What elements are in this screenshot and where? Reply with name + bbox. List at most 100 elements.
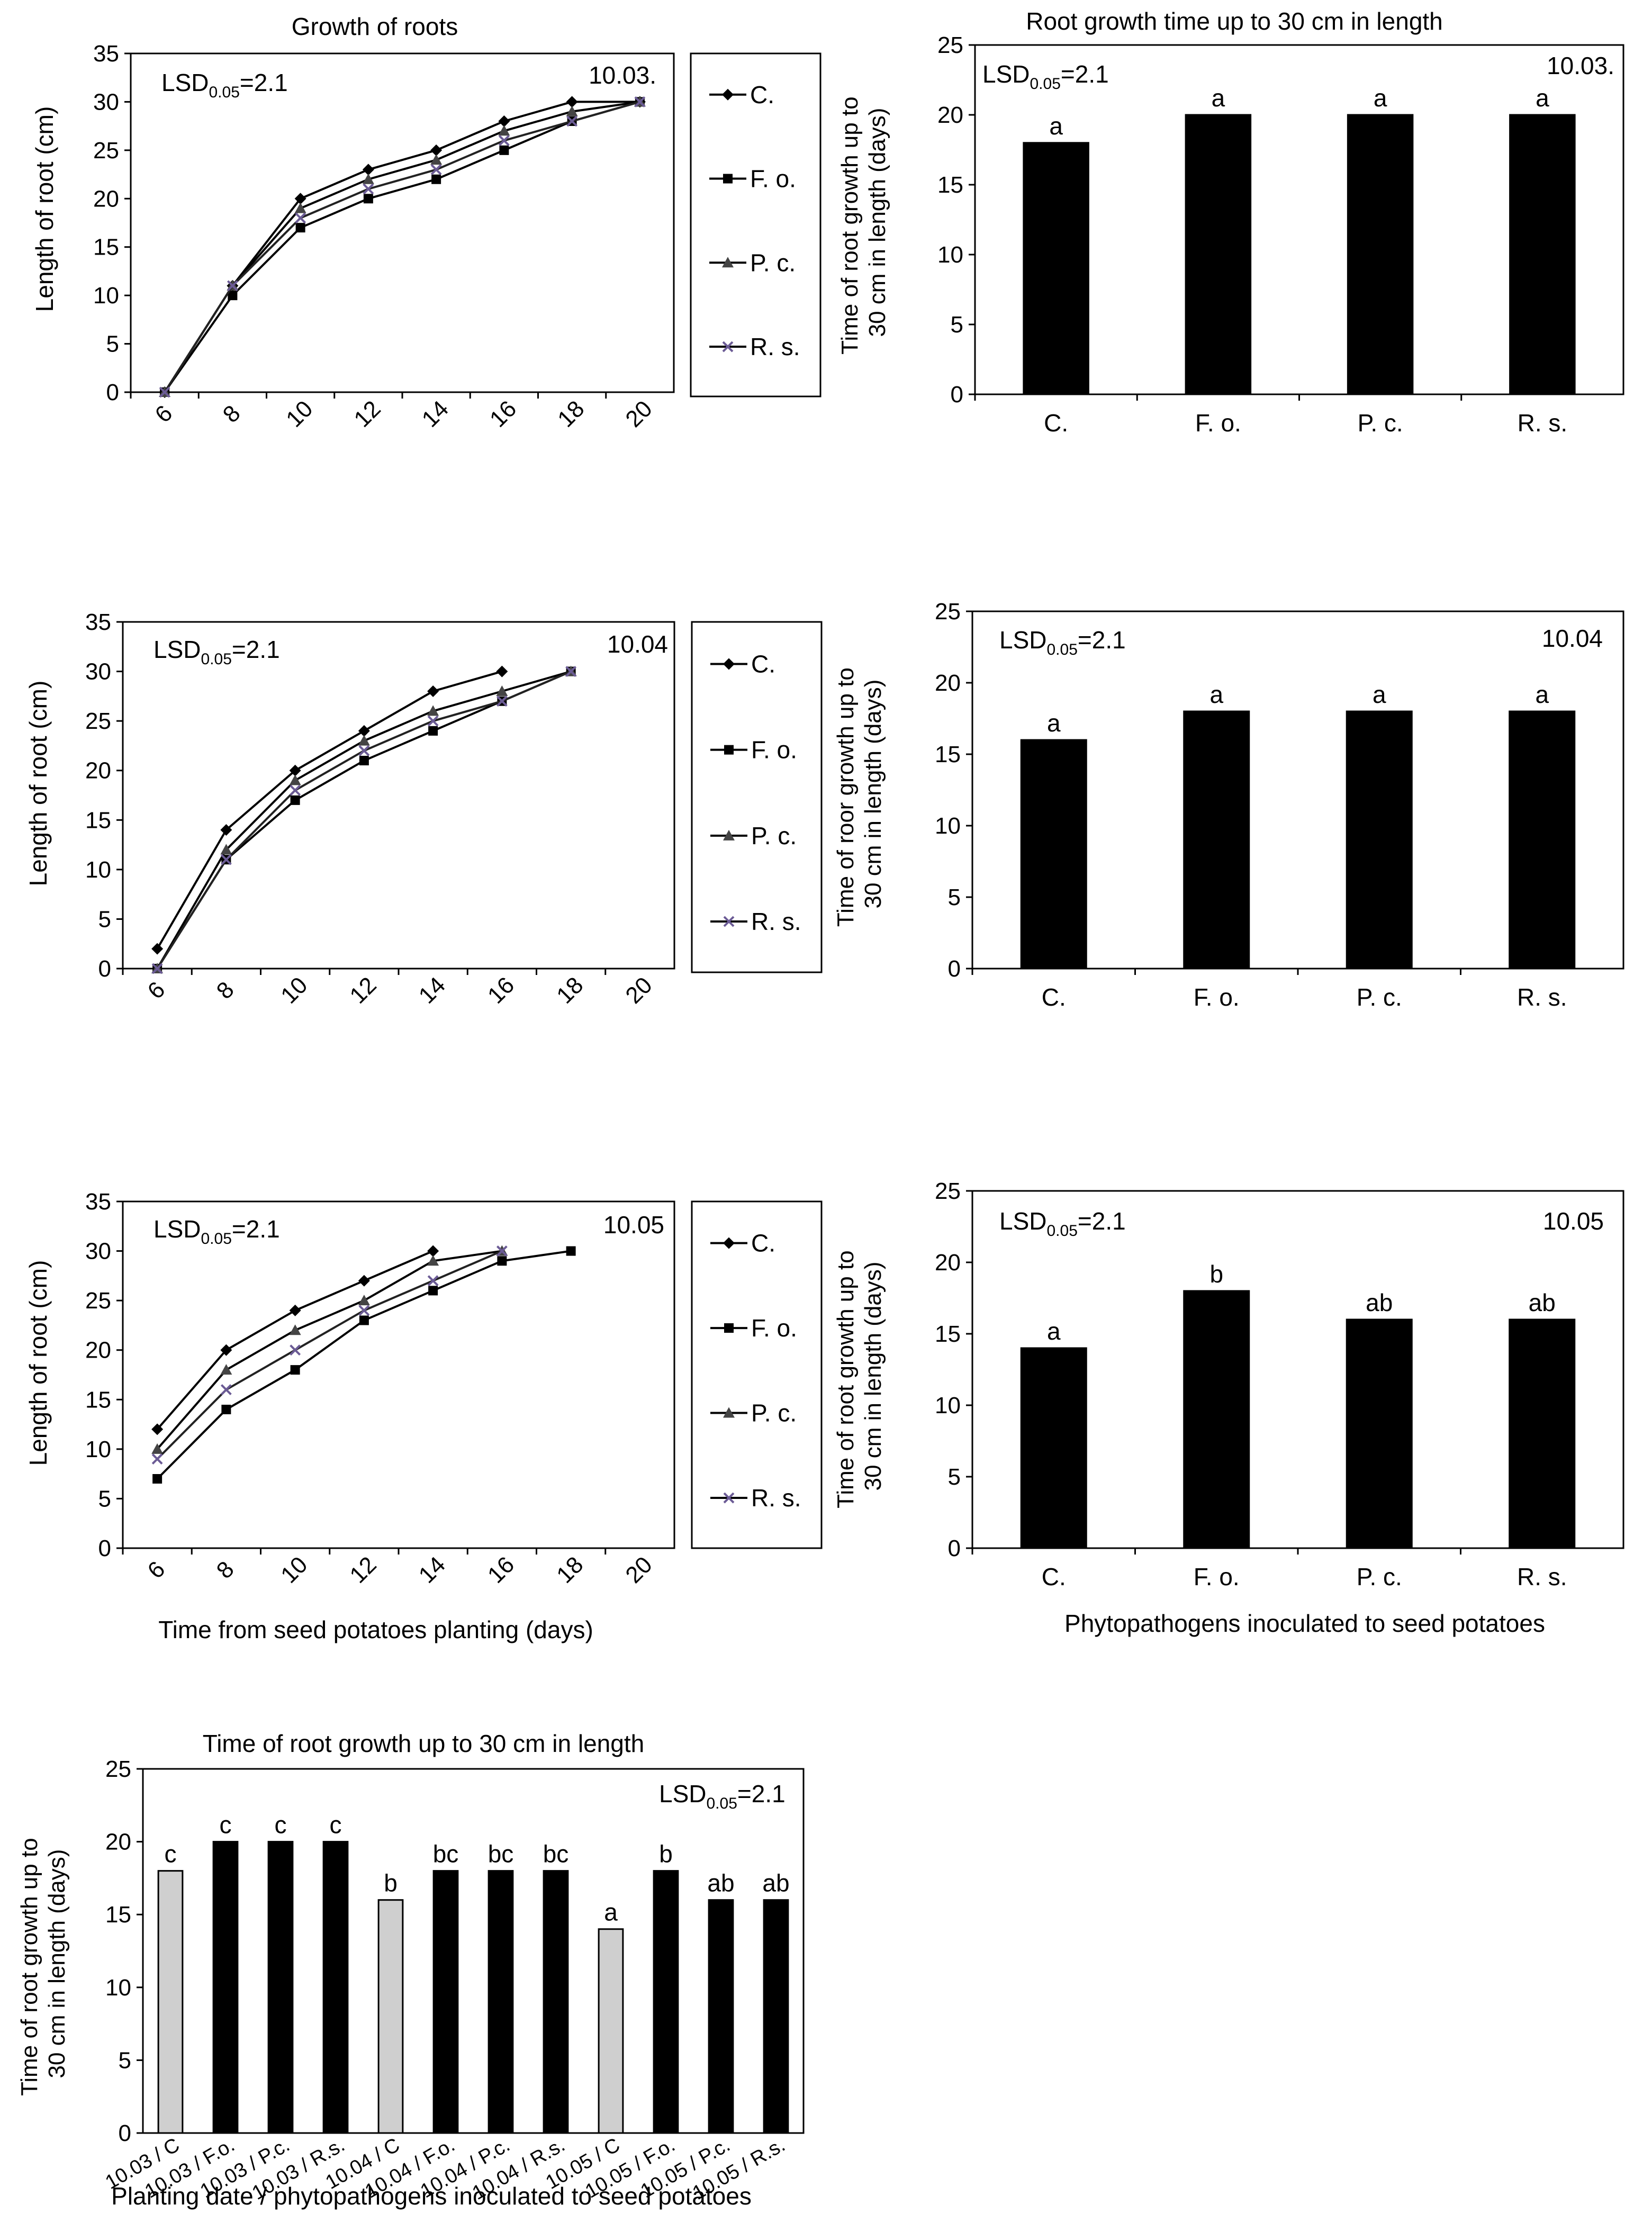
line-chart-1005-xtick-label: 14 xyxy=(414,1552,450,1588)
line-chart-1004-xtick-label: 6 xyxy=(142,977,170,1004)
line-chart-1003-ytick-label: 25 xyxy=(93,138,119,164)
bar-chart-1003-ytick-label: 5 xyxy=(951,312,963,338)
line-chart-1004-point xyxy=(220,824,232,836)
line-chart-1004-annotation: 10.04 xyxy=(607,630,668,658)
line-chart-1003-point xyxy=(498,125,510,136)
bar-chart-1005-xtick-label: P. c. xyxy=(1357,1563,1402,1591)
bar-chart-1004: Time of roor growth up to 30 cm in lengt… xyxy=(833,599,1624,1011)
lsd-prefix: LSD xyxy=(999,1207,1046,1235)
line-chart-1003-point xyxy=(294,202,306,213)
bar-chart-all-bar xyxy=(322,1841,349,2134)
line-chart-1004-point xyxy=(358,745,370,756)
bar-chart-all-ylabel-line1: Time of root growth up to xyxy=(16,1838,42,2095)
bar-chart-1005-y-ticks: 0 5 10 15 20 25 xyxy=(935,1178,972,1561)
lsd-sub: 0.05 xyxy=(1046,1222,1077,1240)
bar-chart-1003-bar-letter: a xyxy=(1212,84,1225,112)
lsd-suffix: =2.1 xyxy=(737,1780,786,1808)
line-chart-1005-xtick-label: 10 xyxy=(276,1552,312,1588)
bar-chart-1004-bars: a a a a xyxy=(1020,681,1576,970)
line-chart-1004-xtick-label: 8 xyxy=(212,977,239,1004)
line-chart-1003-lsd: LSD0.05=2.1 xyxy=(161,69,288,101)
line-chart-1003-point xyxy=(431,174,441,184)
line-chart-1005-ytick-label: 35 xyxy=(85,1189,111,1215)
line-chart-1004-y-ticks: 0 5 10 15 20 25 30 35 xyxy=(85,609,123,982)
line-chart-1005-point xyxy=(221,1405,231,1414)
bar-chart-1005-bar-letter: a xyxy=(1047,1317,1061,1345)
bar-chart-1005-annotation: 10.05 xyxy=(1543,1207,1604,1235)
line-chart-1004-ytick-label: 25 xyxy=(85,708,111,734)
line-chart-1004-legend-marker xyxy=(723,916,735,927)
bar-chart-all-plot-area xyxy=(142,1768,805,2134)
lsd-sub: 0.05 xyxy=(201,1230,231,1248)
line-chart-1005-xtick-label: 16 xyxy=(483,1552,519,1588)
bar-chart-all-bar-letter: c xyxy=(165,1840,177,1868)
bar-chart-all-xlabel: Planting date / phytopathogens inoculate… xyxy=(111,2182,752,2210)
line-chart-1004-ytick-label: 35 xyxy=(85,609,111,635)
line-chart-1004-series xyxy=(151,665,577,974)
lsd-suffix: =2.1 xyxy=(1078,626,1126,654)
line-chart-1003-point xyxy=(363,183,374,195)
bar-chart-1003-ytick-label: 10 xyxy=(937,242,963,268)
bar-chart-1004-x-ticks: C. F. o. P. c. R. s. xyxy=(971,969,1567,1011)
bar-chart-1003-y-ticks: 0 5 10 15 20 25 xyxy=(937,32,975,408)
line-chart-1005-series-line xyxy=(156,1250,503,1460)
line-chart-1004-point xyxy=(358,725,370,737)
bar-chart-1003-xtick-label: C. xyxy=(1044,409,1068,437)
line-chart-1004-legend-label: C. xyxy=(751,650,775,677)
line-chart-1005-point xyxy=(220,1364,232,1375)
lsd-prefix: LSD xyxy=(161,69,209,96)
line-chart-1003-point xyxy=(295,212,306,224)
line-chart-1004-plot-area xyxy=(122,621,675,970)
line-chart-1003-xtick-label: 16 xyxy=(485,396,521,432)
line-chart-1005-xtick-label: 18 xyxy=(552,1552,588,1588)
bar-chart-1005-ylabel-line2: 30 cm in length (days) xyxy=(860,1262,886,1491)
line-chart-1005-y-ticks: 0 5 10 15 20 25 30 35 xyxy=(85,1189,123,1561)
line-chart-1005-point xyxy=(428,1286,438,1296)
lsd-sub: 0.05 xyxy=(1030,75,1060,93)
line-chart-1004-point xyxy=(427,715,439,727)
bar-chart-all-bar-letter: ab xyxy=(707,1869,734,1897)
line-chart-1005-lsd: LSD0.05=2.1 xyxy=(154,1215,280,1248)
bar-chart-1005-x-ticks: C. F. o. P. c. R. s. xyxy=(971,1548,1567,1591)
line-chart-1005-point xyxy=(358,1295,370,1306)
line-chart-1003-legend-marker xyxy=(723,174,733,184)
bar-chart-1004-bar-letter: a xyxy=(1373,681,1386,708)
line-chart-1005-xtick-label: 20 xyxy=(620,1552,657,1588)
line-chart-1003-xtick-label: 8 xyxy=(218,400,246,428)
line-chart-1005-point xyxy=(152,1474,163,1484)
bar-chart-1004-bar-letter: a xyxy=(1209,681,1223,708)
line-chart-1005-point xyxy=(289,1304,301,1316)
line-chart-1003-xtick-label: 18 xyxy=(553,396,589,432)
line-chart-1005-point xyxy=(290,1344,301,1356)
bar-chart-1004-ylabel-line2: 30 cm in length (days) xyxy=(860,680,886,909)
line-chart-1005-legend-label: C. xyxy=(751,1230,775,1257)
bar-chart-1003-xtick-label: R. s. xyxy=(1518,409,1568,437)
bar-chart-1004-xtick-label: R. s. xyxy=(1517,983,1567,1011)
bar-chart-1004-ytick-label: 15 xyxy=(935,742,961,767)
line-chart-1005-xtick-label: 6 xyxy=(142,1556,170,1584)
line-chart-1003-point xyxy=(294,193,306,205)
bar-chart-1003-annotation: 10.03. xyxy=(1547,52,1614,79)
line-chart-1005-ytick-label: 10 xyxy=(85,1436,111,1462)
bar-chart-1004-bar xyxy=(1346,710,1413,970)
line-chart-1004-point xyxy=(358,735,370,746)
line-chart-1005-ytick-label: 30 xyxy=(85,1239,111,1264)
line-chart-1004-point xyxy=(427,705,439,716)
bar-chart-all-bar-control xyxy=(157,1870,184,2134)
bar-chart-1005-xlabel: Phytopathogens inoculated to seed potato… xyxy=(1064,1610,1545,1637)
line-chart-1004-xtick-label: 12 xyxy=(345,972,381,1009)
line-chart-1005-point xyxy=(289,1324,301,1335)
line-chart-1003-series-line xyxy=(164,101,640,393)
line-chart-1004-point xyxy=(290,795,300,805)
bar-chart-all-ytick-label: 0 xyxy=(119,2120,131,2146)
bar-chart-all-ytick-label: 5 xyxy=(119,2047,131,2073)
line-chart-1004-series-line xyxy=(156,670,502,950)
bar-chart-all-bar-letter: bc xyxy=(488,1840,514,1868)
line-chart-1004-xtick-label: 10 xyxy=(276,972,312,1009)
bar-chart-1004-ytick-label: 20 xyxy=(935,670,961,696)
line-chart-1003-point xyxy=(566,105,578,116)
line-chart-1003-legend-label: R. s. xyxy=(750,333,800,360)
line-chart-1004-lsd: LSD0.05=2.1 xyxy=(154,636,280,668)
line-chart-1003-point xyxy=(566,115,578,127)
